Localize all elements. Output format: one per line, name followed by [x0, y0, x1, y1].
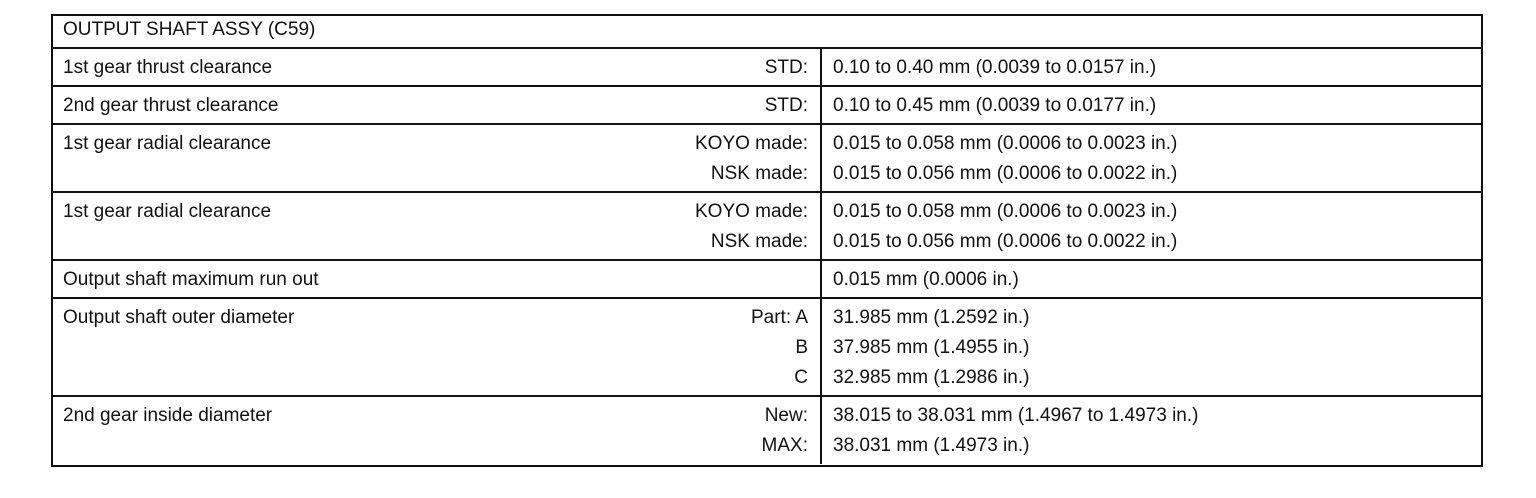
spec-value: 0.015 to 0.058 mm (0.0006 to 0.0023 in.)	[833, 133, 1177, 154]
condition-label: MAX:	[762, 435, 808, 456]
spec-value: 37.985 mm (1.4955 in.)	[833, 337, 1029, 358]
condition-label: B	[795, 337, 808, 358]
spec-value: 0.015 to 0.056 mm (0.0006 to 0.0022 in.)	[833, 231, 1177, 252]
condition-label: STD:	[765, 95, 808, 116]
condition-label: NSK made:	[711, 163, 808, 184]
table-title: OUTPUT SHAFT ASSY (C59)	[63, 19, 315, 40]
spec-value: 0.10 to 0.40 mm (0.0039 to 0.0157 in.)	[833, 57, 1156, 78]
item-label: 1st gear radial clearance	[63, 201, 271, 222]
condition-label: C	[794, 367, 808, 388]
condition-label: STD:	[765, 57, 808, 78]
condition-label: Part: A	[751, 307, 808, 328]
spec-value: 38.015 to 38.031 mm (1.4967 to 1.4973 in…	[833, 405, 1198, 426]
item-label: Output shaft maximum run out	[63, 269, 319, 290]
item-label: 1st gear radial clearance	[63, 133, 271, 154]
condition-label: KOYO made:	[695, 201, 808, 222]
spec-value: 0.015 mm (0.0006 in.)	[833, 269, 1019, 290]
spec-value: 31.985 mm (1.2592 in.)	[833, 307, 1029, 328]
item-label: 2nd gear thrust clearance	[63, 95, 278, 116]
condition-label: KOYO made:	[695, 133, 808, 154]
spec-value: 0.015 to 0.058 mm (0.0006 to 0.0023 in.)	[833, 201, 1177, 222]
condition-label: New:	[765, 405, 808, 426]
spec-value: 32.985 mm (1.2986 in.)	[833, 367, 1029, 388]
item-label: 2nd gear inside diameter	[63, 405, 273, 426]
item-label: Output shaft outer diameter	[63, 307, 295, 328]
spec-value: 0.10 to 0.45 mm (0.0039 to 0.0177 in.)	[833, 95, 1156, 116]
spec-value: 0.015 to 0.056 mm (0.0006 to 0.0022 in.)	[833, 163, 1177, 184]
table-border	[51, 14, 1483, 467]
condition-label: NSK made:	[711, 231, 808, 252]
spec-value: 38.031 mm (1.4973 in.)	[833, 435, 1029, 456]
item-label: 1st gear thrust clearance	[63, 57, 272, 78]
